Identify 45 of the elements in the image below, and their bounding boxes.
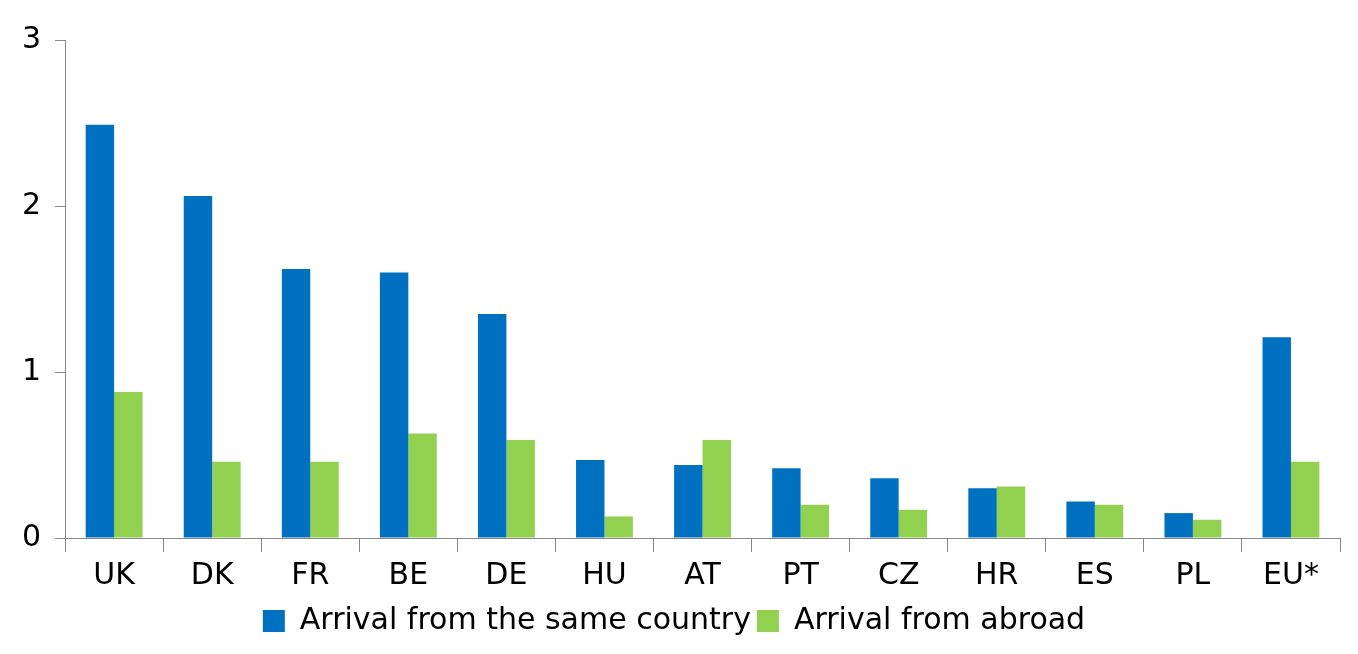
bar (85, 124, 115, 538)
x-tick-label: DE (485, 555, 528, 591)
bar (1290, 461, 1320, 538)
x-tick-label: FR (291, 555, 330, 591)
bar (310, 461, 339, 538)
x-tick-label: AT (684, 555, 722, 591)
y-tick-label: 1 (21, 351, 42, 387)
legend-label: Arrival from abroad (793, 600, 1086, 636)
x-tick-label: BE (388, 555, 429, 591)
bar (800, 504, 830, 538)
x-tick-label: UK (93, 555, 137, 591)
bar (702, 440, 731, 538)
x-tick-label: CZ (877, 555, 920, 591)
bar (604, 516, 633, 538)
bar (870, 478, 899, 538)
legend-label: Arrival from the same country (299, 600, 751, 636)
bar (379, 272, 409, 538)
bar (114, 391, 143, 538)
bar (772, 468, 801, 538)
x-tick-label: HR (975, 555, 1019, 591)
x-tick-label: HU (582, 555, 627, 591)
bar (477, 313, 507, 538)
x-tick-label: EU* (1263, 555, 1319, 591)
bar (408, 433, 437, 538)
bar (1066, 501, 1095, 538)
y-tick-label: 0 (21, 517, 42, 553)
bar (576, 459, 605, 538)
bar (1192, 519, 1222, 538)
x-tick-label: PT (782, 555, 820, 591)
bar (898, 509, 928, 538)
y-tick-label: 2 (21, 185, 42, 221)
bar (996, 486, 1026, 538)
x-tick-label: PL (1175, 555, 1211, 591)
bar (183, 196, 213, 538)
bar (1094, 504, 1124, 538)
bar (281, 269, 311, 538)
bar (506, 440, 535, 538)
bar (1164, 513, 1193, 538)
bar (212, 461, 241, 538)
y-tick-label: 3 (21, 19, 42, 55)
bar (1262, 337, 1291, 538)
bar (674, 464, 703, 538)
x-tick-label: ES (1075, 555, 1114, 591)
bar (968, 488, 997, 538)
x-tick-label: DK (190, 555, 235, 591)
